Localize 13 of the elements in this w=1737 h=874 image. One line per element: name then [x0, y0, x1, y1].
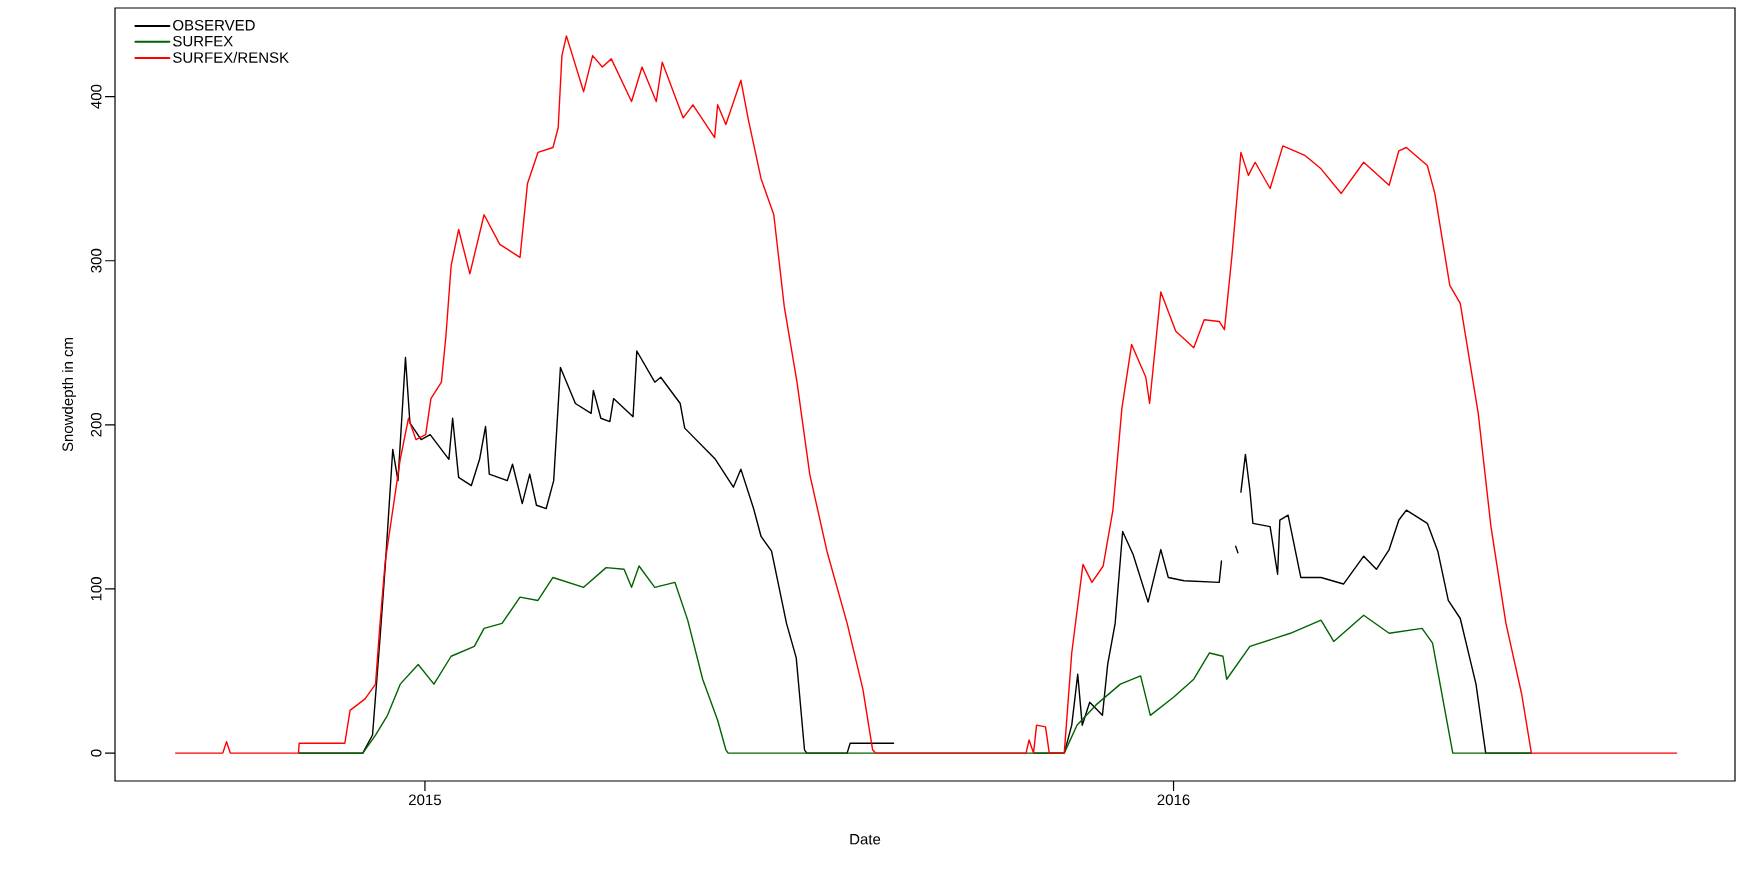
- x-tick-label: 2015: [409, 794, 441, 806]
- y-tick-label: 100: [90, 577, 102, 601]
- legend-label: SURFEX/RENSK: [173, 51, 289, 63]
- y-tick-label: 200: [90, 412, 102, 437]
- legend-label: OBSERVED: [173, 19, 255, 31]
- y-tick-label: 400: [90, 84, 102, 109]
- y-tick-label: 300: [90, 248, 102, 273]
- line-series: [298, 565, 1533, 754]
- y-tick-label: 0: [90, 749, 102, 757]
- legend-label: SURFEX: [173, 35, 233, 47]
- x-tick-label: 2016: [1157, 794, 1190, 806]
- y-axis-title: Snowdepth in cm: [62, 337, 76, 452]
- x-axis-title: Date: [850, 834, 881, 845]
